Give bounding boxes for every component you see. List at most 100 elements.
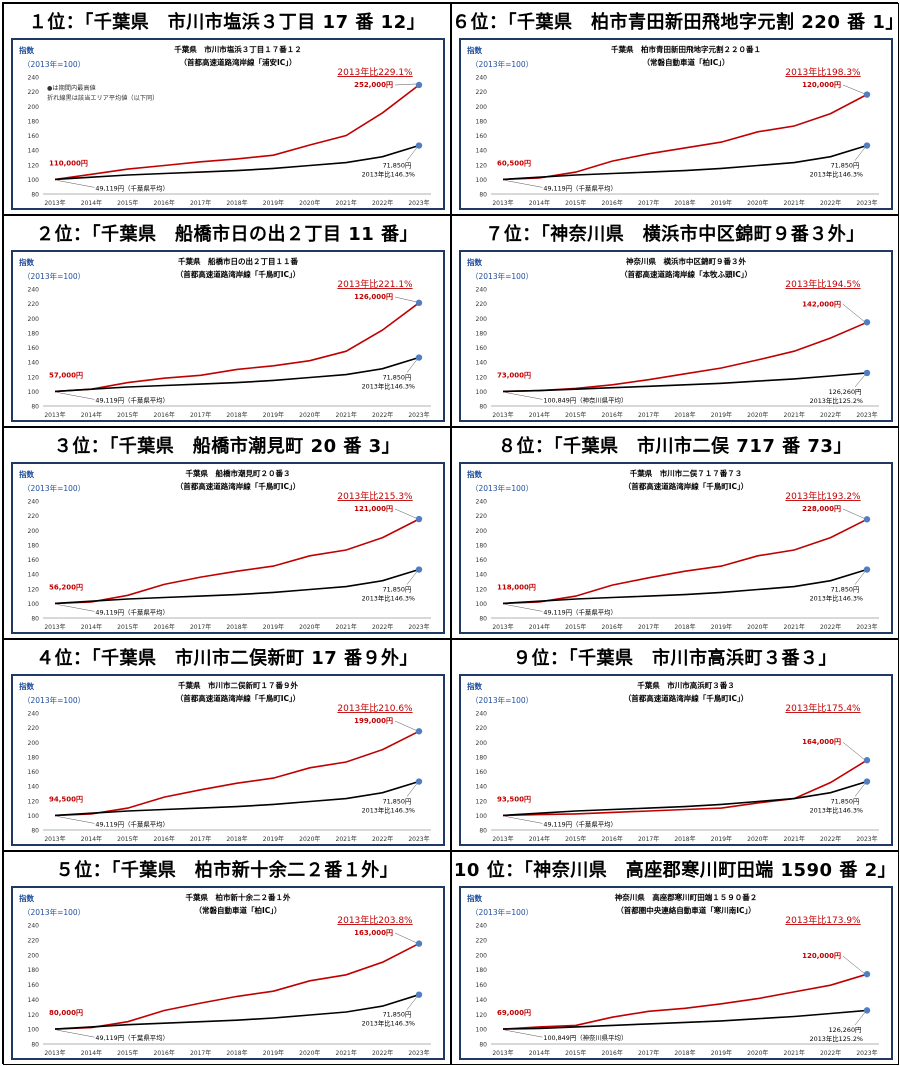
leader-line [394,83,417,86]
x-tick-label: 2019年 [263,623,284,631]
rank-panel: ３位：「千葉県 船橋市潮見町 20 番 3」 千葉県 船橋市潮見町２０番３ （首都高… [3,427,451,639]
x-tick-label: 2022年 [372,835,393,843]
red-end-label: 164,000円 [802,738,841,746]
x-tick-label: 2014年 [81,411,102,419]
x-tick-label: 2019年 [711,199,732,207]
chart-title: 神奈川県 高座郡寒川町田端１５９０番２ [615,892,758,902]
x-tick-label: 2023年 [408,411,429,419]
x-tick-label: 2015年 [565,411,586,419]
series-line-black [54,356,420,393]
max-value-point [415,566,423,573]
x-tick-label: 2015年 [565,623,586,631]
x-tick-label: 2014年 [81,623,102,631]
max-value-point [415,991,423,998]
x-tick-label: 2016年 [602,1049,623,1057]
line-chart: 千葉県 市川市二俣新町１７番９外 （首都高速道路湾岸線「千鳥町IC」） 指数 （201… [19,680,431,843]
red-start-label: 94,500円 [49,795,83,803]
chart-frame: 神奈川県 横浜市中区錦町９番３外 （首都高速道路湾岸線「本牧ふ頭IC」） 指数 （20… [459,250,893,422]
black-end-percentage: 2013年比146.3% [810,170,863,179]
chart-subtitle: （首都高速道路湾岸線「千鳥町IC」） [176,269,301,279]
rank-title: ６位：「千葉県 柏市青田新田飛地字元割 220 番 1」 [452,12,900,33]
y-axis-note: （2013年=100） [471,695,533,705]
y-axis-note: （2013年=100） [471,907,533,917]
x-tick-label: 2023年 [408,835,429,843]
growth-percentage: 2013年比215.3% [337,490,413,502]
x-tick-label: 2023年 [856,835,877,843]
black-end-percentage: 2013年比146.3% [362,806,415,815]
red-end-label: 126,000円 [354,293,393,301]
line-chart: 千葉県 市川市高浜町３番３ （首都高速道路湾岸線「千鳥町IC」） 指数 （2013年=… [467,680,879,843]
black-end-label: 71,850円 [383,374,412,382]
y-tick-label: 80 [31,192,39,199]
max-value-point [863,516,871,523]
chart-frame: 千葉県 市川市高浜町３番３ （首都高速道路湾岸線「千鳥町IC」） 指数 （2013年=… [459,674,893,846]
x-tick-label: 2015年 [565,835,586,843]
chart-frame: 千葉県 市川市二俣７１７番７３ （首都高速道路湾岸線「千鳥町IC」） 指数 （2013… [459,462,893,634]
y-tick-label: 140 [476,572,488,579]
y-tick-label: 240 [28,75,40,82]
leader-line [394,720,417,731]
x-tick-label: 2021年 [336,411,357,419]
y-tick-label: 160 [28,982,40,989]
y-tick-label: 140 [476,360,488,367]
y-tick-label: 120 [28,1012,40,1019]
y-tick-label: 100 [476,601,488,608]
x-tick-label: 2020年 [299,835,320,843]
rank-title: ４位：「千葉県 市川市二俣新町 17 番９外」 [35,648,419,669]
x-tick-label: 2017年 [638,199,659,207]
y-tick-label: 80 [479,192,487,199]
black-start-label: 49,119円（千葉県平均） [95,1033,168,1042]
chart-subtitle: （首都高速道路湾岸線「本牧ふ頭IC」） [620,269,752,279]
leader-line [504,816,543,824]
x-tick-label: 2017年 [638,835,659,843]
x-tick-label: 2014年 [81,199,102,207]
x-tick-label: 2016年 [154,411,175,419]
x-tick-label: 2016年 [602,199,623,207]
x-tick-label: 2013年 [44,199,65,207]
x-tick-label: 2018年 [674,1049,695,1057]
black-start-label: 100,849円（神奈川県平均） [543,395,627,404]
rank-panel: １位：「千葉県 市川市塩浜３丁目 17 番 12」 千葉県 市川市塩浜３丁目１７番… [3,3,451,215]
y-tick-label: 160 [28,557,40,564]
y-tick-label: 180 [28,967,40,974]
rank-title: ９位：「千葉県 市川市高浜町３番３」 [513,648,837,669]
chart-title: 千葉県 市川市二俣新町１７番９外 [178,680,298,690]
x-tick-label: 2013年 [44,835,65,843]
black-end-percentage: 2013年比146.3% [810,594,863,603]
chart-title: 千葉県 柏市青田新田飛地字元割２２０番１ [611,44,761,54]
y-tick-label: 180 [28,118,40,125]
y-tick-label: 100 [476,1027,488,1034]
series-line-red [54,942,420,1030]
chart-title: 千葉県 船橋市潮見町２０番３ [186,468,291,478]
x-tick-label: 2015年 [117,411,138,419]
y-tick-label: 180 [476,542,488,549]
y-tick-label: 120 [28,586,40,593]
line-chart: 神奈川県 横浜市中区錦町９番３外 （首都高速道路湾岸線「本牧ふ頭IC」） 指数 （20… [467,256,879,419]
y-axis-note: （2013年=100） [471,271,533,281]
y-tick-label: 140 [476,148,488,155]
series-line-black [502,780,868,817]
y-tick-label: 220 [476,89,488,96]
rank-title: １位：「千葉県 市川市塩浜３丁目 17 番 12」 [28,12,426,33]
x-tick-label: 2018年 [674,199,695,207]
leader-line [854,1012,866,1026]
y-tick-label: 140 [28,784,40,791]
growth-percentage: 2013年比229.1% [337,66,413,78]
chart-frame: 千葉県 柏市青田新田飛地字元割２２０番１ （常磐自動車道「柏IC」） 指数 （2013… [459,38,893,210]
series-line-black [502,568,868,605]
leader-line [504,604,543,612]
max-value-point [415,354,423,361]
y-tick-label: 120 [476,798,488,805]
y-tick-label: 120 [476,586,488,593]
x-tick-label: 2013年 [492,623,513,631]
black-end-label: 71,850円 [831,798,860,806]
black-start-label: 49,119円（千葉県平均） [95,183,168,192]
y-tick-label: 140 [476,784,488,791]
max-value-point [415,728,423,735]
x-tick-label: 2016年 [602,623,623,631]
black-start-label: 100,849円（神奈川県平均） [543,1033,627,1042]
rank-panel: ８位：「千葉県 市川市二俣 717 番 73」 千葉県 市川市二俣７１７番７３ （首… [451,427,899,639]
x-tick-label: 2018年 [226,411,247,419]
x-tick-label: 2019年 [263,199,284,207]
y-tick-label: 200 [28,528,40,535]
